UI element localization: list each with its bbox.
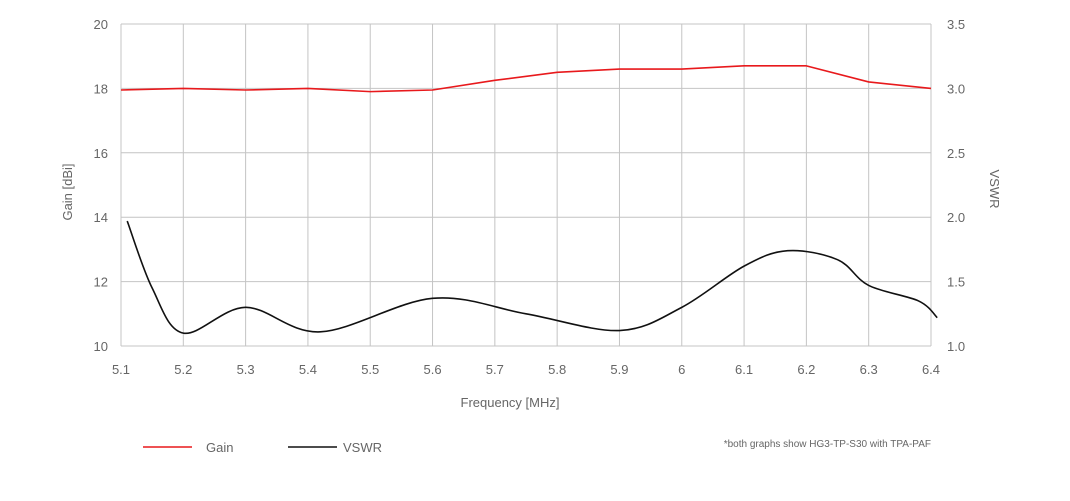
- y-axis-left-title: Gain [dBi]: [60, 163, 75, 220]
- y-right-tick-label: 3.5: [947, 17, 965, 32]
- y-right-tick-label: 3.0: [947, 81, 965, 96]
- legend: Gain VSWR: [143, 440, 382, 455]
- legend-label-vswr: VSWR: [343, 440, 382, 455]
- y-axis-right-title: VSWR: [987, 170, 1002, 209]
- x-tick-label: 5.4: [299, 362, 317, 377]
- x-tick-label: 5.9: [610, 362, 628, 377]
- legend-label-gain: Gain: [206, 440, 233, 455]
- x-tick-label: 6: [678, 362, 685, 377]
- x-tick-label: 5.7: [486, 362, 504, 377]
- y-left-tick-label: 14: [94, 210, 108, 225]
- x-tick-label: 5.3: [237, 362, 255, 377]
- y-right-tick-label: 2.5: [947, 146, 965, 161]
- y-right-tick-label: 1.0: [947, 339, 965, 354]
- x-tick-label: 6.1: [735, 362, 753, 377]
- x-tick-label: 5.5: [361, 362, 379, 377]
- y-right-tick-label: 1.5: [947, 275, 965, 290]
- tick-labels: 5.1 5.2 5.3 5.4 5.5 5.6 5.7 5.8 5.9 6 6.1 6.2 6.3 6.4…: [94, 17, 966, 377]
- footnote: *both graphs show HG3-TP-S30 with TPA-PA…: [724, 439, 931, 450]
- y-left-tick-label: 20: [94, 17, 108, 32]
- series-line-vswr: [126, 220, 938, 334]
- x-tick-label: 6.2: [797, 362, 815, 377]
- y-right-tick-label: 2.0: [947, 210, 965, 225]
- x-tick-label: 6.4: [922, 362, 940, 377]
- x-tick-label: 5.2: [174, 362, 192, 377]
- series-lines: [120, 65, 938, 334]
- y-left-tick-label: 16: [94, 146, 108, 161]
- y-left-tick-label: 12: [94, 275, 108, 290]
- x-axis-title: Frequency [MHz]: [461, 395, 560, 410]
- x-tick-label: 5.6: [423, 362, 441, 377]
- y-left-tick-label: 10: [94, 339, 108, 354]
- y-left-tick-label: 18: [94, 81, 108, 96]
- x-tick-label: 5.8: [548, 362, 566, 377]
- x-tick-label: 6.3: [860, 362, 878, 377]
- x-tick-label: 5.1: [112, 362, 130, 377]
- series-line-gain: [120, 65, 932, 93]
- grid: [120, 23, 932, 347]
